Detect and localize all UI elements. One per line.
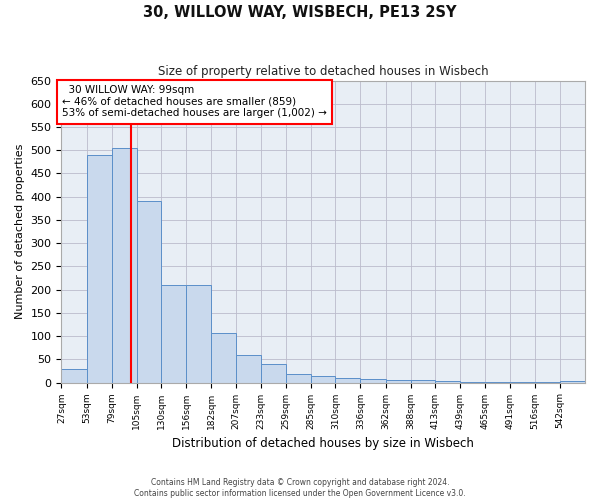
Bar — [311, 376, 335, 382]
Bar — [61, 368, 86, 382]
Bar — [86, 155, 112, 382]
Bar — [236, 354, 261, 382]
Text: Contains HM Land Registry data © Crown copyright and database right 2024.
Contai: Contains HM Land Registry data © Crown c… — [134, 478, 466, 498]
Bar — [335, 378, 361, 382]
Text: 30 WILLOW WAY: 99sqm
← 46% of detached houses are smaller (859)
53% of semi-deta: 30 WILLOW WAY: 99sqm ← 46% of detached h… — [62, 85, 327, 118]
Bar — [361, 379, 386, 382]
X-axis label: Distribution of detached houses by size in Wisbech: Distribution of detached houses by size … — [172, 437, 474, 450]
Bar — [261, 364, 286, 382]
Text: 30, WILLOW WAY, WISBECH, PE13 2SY: 30, WILLOW WAY, WISBECH, PE13 2SY — [143, 5, 457, 20]
Bar — [211, 334, 236, 382]
Bar — [137, 202, 161, 382]
Bar — [560, 380, 585, 382]
Title: Size of property relative to detached houses in Wisbech: Size of property relative to detached ho… — [158, 65, 488, 78]
Bar — [161, 285, 186, 382]
Bar — [186, 285, 211, 382]
Bar — [435, 380, 460, 382]
Bar — [112, 148, 137, 382]
Y-axis label: Number of detached properties: Number of detached properties — [15, 144, 25, 320]
Bar — [411, 380, 435, 382]
Bar — [286, 374, 311, 382]
Bar — [386, 380, 411, 382]
